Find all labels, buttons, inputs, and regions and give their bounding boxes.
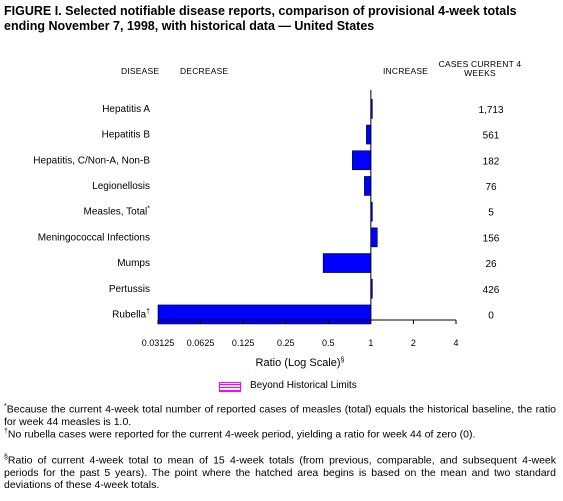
footnote-measles: *Because the current 4-week total number…	[4, 401, 556, 428]
category-label: Meningococcal Infections	[38, 232, 150, 243]
x-tick-label: 0.03125	[142, 338, 175, 348]
x-tick-label: 0.0625	[187, 338, 215, 348]
footnote-ratio: §Ratio of current 4-week total to mean o…	[4, 452, 556, 491]
column-header-disease: DISEASE	[121, 66, 160, 76]
data-bar	[157, 304, 372, 325]
x-tick-label: 2	[411, 338, 416, 348]
cases-value: 76	[485, 182, 497, 193]
cases-value: 561	[483, 131, 500, 142]
footnote-mark: *	[4, 403, 7, 410]
footnote-text: Ratio of current 4-week total to mean of…	[4, 454, 556, 491]
column-header-increase: INCREASE	[383, 66, 429, 76]
x-tick-label: 0.125	[232, 338, 255, 348]
column-header-cases: CASES CURRENT 4 WEEKS	[438, 59, 522, 78]
category-label: Hepatitis A	[102, 104, 150, 115]
data-bar	[370, 99, 373, 119]
x-axis-label: Ratio (Log Scale)§	[256, 357, 345, 369]
cases-value: 5	[488, 208, 494, 219]
cases-value: 1,713	[478, 105, 503, 116]
cases-value: 156	[483, 233, 500, 244]
footnote-text: Because the current 4-week total number …	[4, 403, 556, 428]
category-footnote-mark: *	[147, 206, 150, 213]
x-tick-label: 0.5	[322, 338, 335, 348]
x-axis-label-mark: §	[341, 357, 345, 364]
category-label: Hepatitis, C/Non-A, Non-B	[33, 155, 150, 166]
data-bar	[352, 150, 372, 171]
legend-label: Beyond Historical Limits	[250, 380, 357, 391]
category-footnote-mark: †	[146, 308, 150, 315]
x-tick-label: 1	[368, 338, 373, 348]
footnote-mark: §	[4, 454, 8, 461]
category-label: Mumps	[117, 258, 150, 269]
footnote-text: No rubella cases were reported for the c…	[7, 428, 476, 441]
cases-value: 182	[483, 156, 500, 167]
category-label: Pertussis	[109, 284, 150, 295]
data-bar	[364, 176, 372, 196]
category-label: Rubella†	[112, 308, 150, 320]
hatched-legend-swatch	[219, 382, 241, 392]
data-bar	[370, 227, 378, 248]
data-bar	[370, 201, 373, 222]
cases-value: 26	[485, 259, 497, 270]
category-label: Legionellosis	[92, 181, 150, 192]
footnote-rubella: †No rubella cases were reported for the …	[4, 426, 556, 441]
data-bar	[370, 278, 373, 299]
cases-value: 426	[483, 285, 500, 296]
data-bar	[322, 253, 372, 273]
cases-value: 0	[488, 310, 494, 321]
category-label: Measles, Total*	[84, 206, 151, 218]
figure-title: FIGURE I. Selected notifiable disease re…	[4, 4, 517, 33]
category-label: Hepatitis B	[102, 130, 151, 141]
x-tick-label: 4	[453, 338, 458, 348]
ratio-bar-chart: Hepatitis A 1,713 Hepatitis B 561 Hepatitis,…	[33, 90, 504, 369]
column-header-decrease: DECREASE	[180, 66, 229, 76]
footnote-mark: †	[4, 428, 8, 435]
data-bar	[366, 124, 372, 145]
x-tick-label: 0.25	[277, 338, 295, 348]
